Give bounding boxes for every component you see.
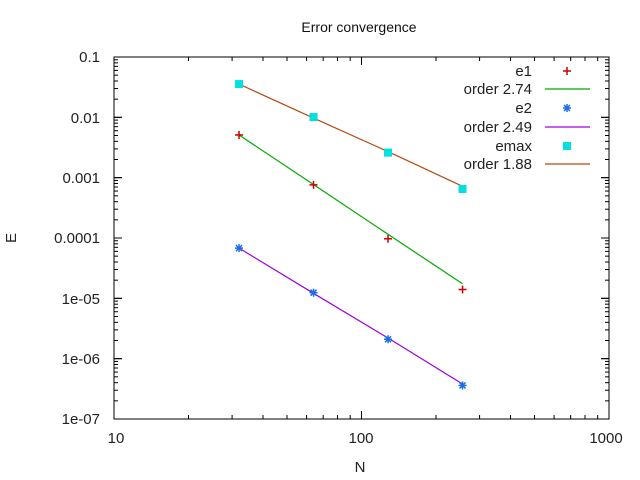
legend-label-e2: e2 [515,100,532,117]
y-tick-label: 0.001 [62,170,100,187]
x-tick-label: 1000 [589,430,622,447]
x-tick-label: 100 [348,430,373,447]
data-points [235,80,467,193]
legend: e1 order 2.74 e2 order 2.49 emax order 1… [464,63,590,173]
plot-frame [113,56,610,420]
y-tick-label: 1e-06 [62,351,100,368]
legend-label-e1: e1 [515,63,532,80]
x-axis: 10 100 1000 [108,430,623,447]
data-points [235,130,467,294]
axis-ticks [113,56,610,420]
plot-series [235,80,467,390]
chart-title: Error convergence [301,19,416,35]
y-tick-label: 0.01 [71,110,100,127]
legend-label-order-188: order 1.88 [464,156,532,173]
y-tick-label: 1e-07 [62,411,100,428]
y-tick-label: 1e-05 [62,291,100,308]
legend-label-emax: emax [495,138,532,155]
y-axis-label: E [3,233,20,243]
legend-samples [545,67,590,165]
fit-line [238,134,463,285]
y-tick-label: 0.0001 [54,230,100,247]
x-axis-label: N [355,459,366,476]
data-points [235,244,467,390]
fit-line [238,247,463,385]
x-tick-label: 10 [108,430,125,447]
y-tick-label: 0.1 [79,49,100,66]
legend-label-order-274: order 2.74 [464,81,532,98]
legend-label-order-249: order 2.49 [464,119,532,136]
fit-line [238,83,463,187]
y-axis: 0.1 0.01 0.001 0.0001 1e-05 1e-06 1e-07 [54,49,100,428]
